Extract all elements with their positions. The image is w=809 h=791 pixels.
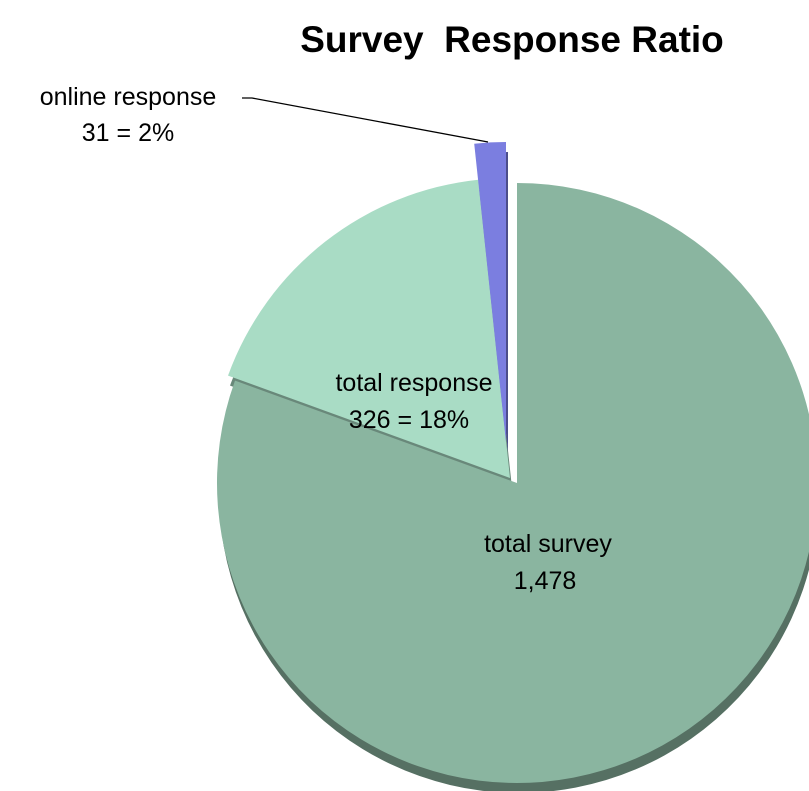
label-total-survey-name: total survey	[484, 530, 612, 558]
pie-slice-total-response	[228, 179, 510, 478]
pie-slices	[217, 142, 809, 791]
label-online-response-value: 31 = 2%	[82, 119, 174, 147]
online-response-leader-line	[242, 97, 489, 143]
label-total-survey-value: 1,478	[514, 567, 577, 595]
chart-title: Survey Response Ratio	[300, 19, 724, 60]
pie-slice-online-response	[474, 142, 506, 442]
pie-slice-total-survey	[217, 183, 809, 783]
label-total-response-value: 326 = 18%	[349, 406, 469, 434]
label-total-response-name: total response	[335, 369, 492, 397]
label-online-response-name: online response	[40, 83, 217, 111]
